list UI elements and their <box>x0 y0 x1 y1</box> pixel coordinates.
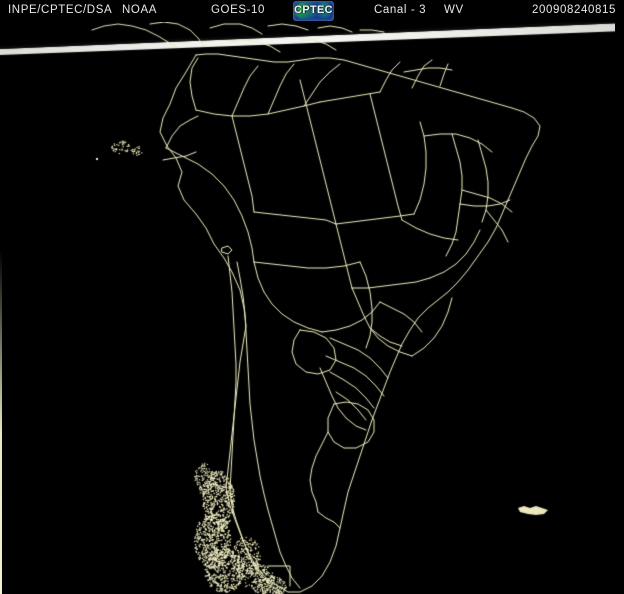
logo-globe-left-icon <box>295 3 311 19</box>
image-frame-left-edge <box>0 22 2 594</box>
product-type-label: WV <box>444 4 464 16</box>
satellite-image-area <box>0 22 624 594</box>
channel-label: Canal - 3 <box>374 4 427 16</box>
image-frame-right-edge <box>615 22 624 594</box>
cptec-logo-icon: CPTEC <box>293 1 334 21</box>
timestamp-label: 200908240815 <box>532 4 616 16</box>
metadata-header-bar: INPE/CPTEC/DSA NOAA GOES-10 CPTEC Canal … <box>0 0 624 22</box>
cptec-logo-text: CPTEC <box>294 4 333 16</box>
provider-label: NOAA <box>122 4 157 16</box>
water-vapor-satellite-image <box>0 22 624 594</box>
logo-globe-right-icon <box>315 2 332 19</box>
satellite-label: GOES-10 <box>211 4 266 16</box>
agency-label: INPE/CPTEC/DSA <box>8 4 113 16</box>
